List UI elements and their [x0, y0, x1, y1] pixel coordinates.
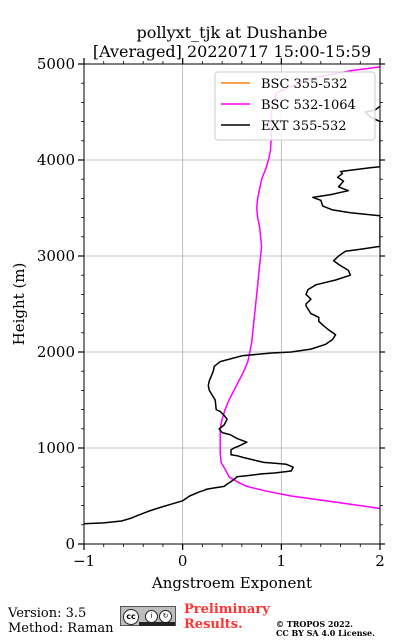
chart-title-line1: pollyxt_tjk at Dushanbe [136, 23, 327, 42]
series-line-ext-355-532 [84, 105, 380, 525]
legend-box [214, 71, 376, 141]
x-tick-label: 1 [277, 552, 287, 570]
method-text: Method: Raman [8, 621, 114, 636]
copyright-line2: CC BY SA 4.0 License. [276, 628, 375, 638]
y-tick-label: 3000 [37, 247, 75, 265]
copyright-line1: © TROPOS 2022. [276, 619, 353, 629]
cc-license-icon: cc i ↻ [120, 606, 176, 626]
legend-label: BSC 532-1064 [261, 98, 356, 113]
y-tick-label: 1000 [37, 439, 75, 457]
plot-series [84, 66, 380, 525]
version-text: Version: 3.5 [8, 606, 87, 621]
plot-frame [83, 63, 381, 545]
y-axis-label: Height (m) [10, 263, 28, 346]
legend-label: EXT 355-532 [261, 119, 347, 134]
x-axis-label: Angstroem Exponent [151, 574, 312, 592]
chart-title-line2: [Averaged] 20220717 15:00-15:59 [93, 42, 371, 61]
preliminary-line1: Preliminary [184, 602, 270, 617]
legend-label: BSC 355-532 [261, 77, 348, 92]
chart-figure: pollyxt_tjk at Dushanbe [Averaged] 20220… [10, 23, 385, 592]
copyright-text: © TROPOS 2022. CC BY SA 4.0 License. [276, 620, 375, 638]
y-tick-label: 0 [65, 535, 75, 553]
x-tick-label: −1 [73, 552, 95, 570]
grid-lines [84, 64, 380, 544]
y-tick-label: 4000 [37, 151, 75, 169]
x-tick-label: 0 [178, 552, 188, 570]
series-line-bsc-532-1064 [219, 66, 380, 510]
y-tick-label: 5000 [37, 55, 75, 73]
x-tick-label: 2 [375, 552, 385, 570]
chart-legend: BSC 355-532 BSC 532-1064 EXT 355-532 [214, 71, 376, 141]
preliminary-results-text: Preliminary Results. [184, 602, 284, 632]
preliminary-line2: Results. [184, 617, 243, 632]
y-tick-label: 2000 [37, 343, 75, 361]
